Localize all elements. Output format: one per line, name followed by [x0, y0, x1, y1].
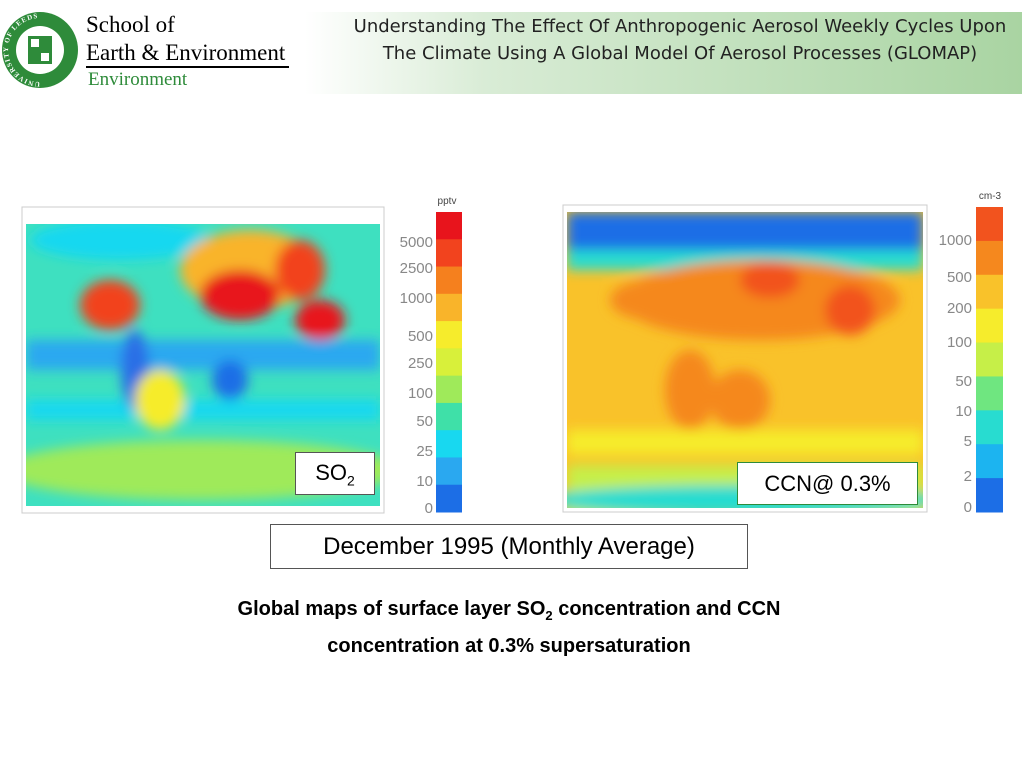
so2-map [26, 224, 380, 506]
colorbar-segment [436, 348, 462, 377]
colorbar-label: 0 [964, 499, 972, 516]
colorbar-segment [976, 274, 1003, 310]
map-label: SO2 [295, 452, 375, 495]
colorbar-label: 5000 [400, 234, 433, 251]
colorbar-label: 500 [408, 328, 433, 345]
colorbar-segment [976, 207, 1003, 242]
colorbar-label: 250 [408, 355, 433, 372]
label-sub: 2 [347, 472, 355, 489]
school-line1: School of [86, 12, 175, 37]
colorbar-segment [436, 430, 462, 458]
title-band [305, 12, 1022, 94]
colorbar-segment [976, 240, 1003, 276]
colorbar-segment [436, 457, 462, 486]
colorbar-label: 10 [955, 403, 972, 420]
colorbar-label: 200 [947, 300, 972, 317]
colorbar-label: 50 [416, 413, 433, 430]
colorbar-segment [436, 266, 462, 295]
colorbar-segment [436, 375, 462, 404]
school-line3: Environment [88, 69, 188, 90]
caption-text: concentration and CCN [552, 598, 781, 620]
colorbar-label: 100 [408, 385, 433, 402]
colorbar-label: 500 [947, 269, 972, 286]
colorbar-label: 25 [416, 443, 433, 460]
colorbar-segment [976, 410, 1003, 445]
colorbar-label: 2500 [400, 260, 433, 277]
caption-text: Global maps of surface layer SO [237, 598, 546, 620]
label-text: SO [315, 460, 347, 485]
colorbar-label: 0 [425, 500, 433, 517]
logo: UNIVERSITY OF LEEDS [2, 12, 78, 88]
colorbar-segment [436, 402, 462, 431]
title: Understanding The Effect Of Anthropogeni… [353, 16, 1007, 64]
colorbar-label: 100 [947, 334, 972, 351]
colorbar-segment [436, 212, 462, 240]
colorbar-segment [976, 444, 1003, 479]
school-line2: Earth & Environment [86, 40, 290, 68]
colorbar-label: 1000 [939, 232, 972, 249]
colorbar-label: 10 [416, 473, 433, 490]
colorbar-unit: cm-3 [979, 191, 1002, 202]
colorbar-label: 5 [964, 433, 972, 450]
colorbar-label: 1000 [400, 290, 433, 307]
caption-text: concentration at 0.3% supersaturation [327, 635, 691, 657]
colorbar-segment [436, 321, 462, 349]
colorbar-unit: pptv [438, 196, 457, 207]
colorbar-segment [976, 308, 1003, 344]
colorbar-segment [436, 484, 462, 513]
colorbar-segment [976, 376, 1003, 411]
colorbar-segment [436, 293, 462, 322]
map-label: CCN@ 0.3% [737, 462, 918, 505]
colorbar-segment [976, 342, 1003, 377]
colorbar-segment [436, 239, 462, 268]
colorbar-label: 2 [964, 468, 972, 485]
colorbar-segment [976, 478, 1003, 513]
caption: Global maps of surface layer SO2 concent… [0, 594, 1018, 662]
ccn-map [567, 212, 923, 508]
period-label: December 1995 (Monthly Average) [270, 524, 748, 569]
caption-sub: 2 [545, 608, 553, 623]
colorbar-label: 50 [955, 373, 972, 390]
